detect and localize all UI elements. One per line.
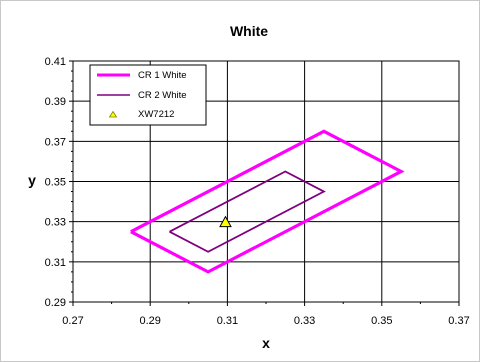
y-tick-label: 0.35 <box>45 177 66 189</box>
x-tick-label: 0.31 <box>217 315 238 327</box>
cr1-white-line <box>130 129 405 274</box>
y-tick-label: 0.31 <box>45 257 66 269</box>
y-axis-ticks: 0.29 0.31 0.33 0.35 0.37 0.39 0.41 <box>45 56 73 309</box>
x-tick-label: 0.33 <box>294 315 315 327</box>
x-tick-label: 0.35 <box>371 315 392 327</box>
x-axis-ticks: 0.27 0.29 0.31 0.33 0.35 0.37 <box>62 302 470 327</box>
cr2-white-line <box>169 170 326 253</box>
y-tick-label: 0.39 <box>45 96 66 108</box>
x-tick-label: 0.27 <box>62 315 83 327</box>
legend-label-xw7212: XW7212 <box>138 109 174 120</box>
legend-label-cr1: CR 1 White <box>138 70 187 81</box>
legend-label-cr2: CR 2 White <box>138 90 187 101</box>
y-tick-label: 0.37 <box>45 136 66 148</box>
series-layer <box>130 129 405 274</box>
y-tick-label: 0.33 <box>45 217 66 229</box>
x-tick-label: 0.29 <box>139 315 160 327</box>
xw7212-marker <box>219 215 232 228</box>
y-tick-label: 0.41 <box>45 56 66 68</box>
x-axis-label: x <box>262 335 270 351</box>
legend-swatch-xw7212 <box>108 110 118 118</box>
legend: CR 1 White CR 2 White XW7212 <box>89 64 207 126</box>
y-tick-label: 0.29 <box>45 297 66 309</box>
chart-title: White <box>230 23 268 39</box>
y-axis-label: y <box>28 172 36 188</box>
x-tick-label: 0.37 <box>448 315 469 327</box>
